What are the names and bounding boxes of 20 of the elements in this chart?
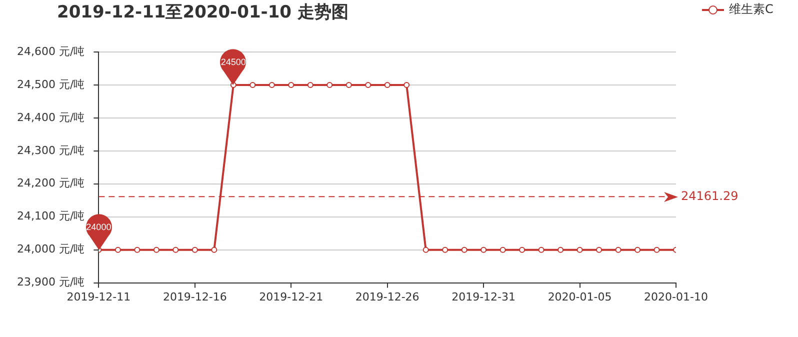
x-tick-label: 2019-12-11	[66, 290, 131, 304]
chart-title: 2019-12-11至2020-01-10 走势图	[57, 2, 348, 22]
annotation: 24000	[85, 220, 112, 233]
y-tick-label: 23,900 元/吨	[16, 276, 85, 289]
y-tick-label: 24,200 元/吨	[16, 176, 85, 190]
x-tick-label: 2020-01-10	[644, 290, 708, 304]
ref-line-label: 24161.29	[681, 188, 738, 203]
x-tick-label: 2019-12-16	[162, 290, 227, 304]
x-tick-label: 2019-12-21	[259, 290, 324, 304]
x-tick-label: 2019-12-26	[355, 290, 420, 304]
y-tick-label: 24,100 元/吨	[16, 210, 85, 223]
y-tick-label: 24,400 元/吨	[16, 110, 85, 124]
y-tick-label: 24,300 元/吨	[16, 144, 85, 157]
x-tick-label: 2020-01-05	[548, 290, 612, 304]
x-tick-label: 2019-12-31	[452, 290, 516, 304]
y-tick-label: 24,500 元/吨	[16, 78, 85, 91]
y-tick-label: 24,600 元/吨	[16, 44, 85, 58]
annotation: 24500	[220, 56, 247, 68]
legend-label: 维生素C	[729, 2, 774, 16]
y-tick-label: 24,000 元/吨	[16, 242, 85, 256]
